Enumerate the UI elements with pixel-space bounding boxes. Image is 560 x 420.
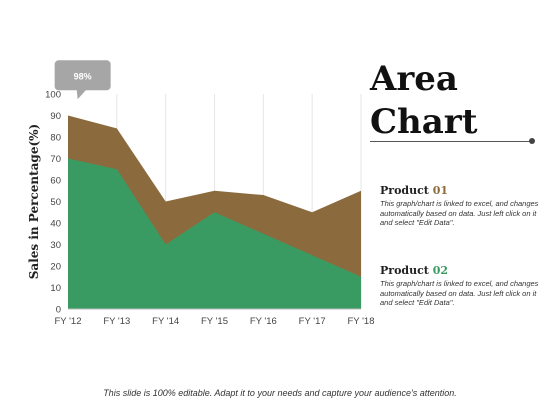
y-tick-label: 90 xyxy=(50,111,61,122)
y-tick-label: 80 xyxy=(50,133,61,144)
x-tick-label: FY '12 xyxy=(55,316,82,327)
legend-product-01-description: This graph/chart is linked to excel, and… xyxy=(380,199,539,227)
x-tick-label: FY '18 xyxy=(348,316,375,327)
legend-product-02-description: This graph/chart is linked to excel, and… xyxy=(380,279,539,307)
legend-product-01-number: 01 xyxy=(432,184,449,197)
legend-product-01: Product 01 This graph/chart is linked to… xyxy=(380,184,540,228)
y-tick-label: 70 xyxy=(50,154,61,165)
legend-product-02-number: 02 xyxy=(432,264,449,277)
y-tick-label: 40 xyxy=(50,219,61,230)
x-tick-label: FY '17 xyxy=(299,316,326,327)
legend-product-02-heading: Product 02 xyxy=(380,264,540,277)
title-underline xyxy=(370,141,530,142)
legend-product-01-word: Product xyxy=(380,184,429,197)
legend-product-02: Product 02 This graph/chart is linked to… xyxy=(380,264,540,308)
y-tick-label: 0 xyxy=(56,305,61,316)
chart-title: Area Chart xyxy=(370,58,540,144)
y-tick-label: 50 xyxy=(50,197,61,208)
legend-product-01-heading: Product 01 xyxy=(380,184,540,197)
footer-note: This slide is 100% editable. Adapt it to… xyxy=(103,388,457,398)
x-tick-label: FY '14 xyxy=(152,316,179,327)
y-tick-label: 100 xyxy=(45,90,61,101)
y-axis-label: Sales in Percentage(%) xyxy=(27,124,41,279)
y-tick-label: 30 xyxy=(50,240,61,251)
y-tick-label: 20 xyxy=(50,262,61,273)
callout-box xyxy=(54,60,111,91)
area-series-2 xyxy=(68,158,361,309)
y-tick-label: 60 xyxy=(50,176,61,187)
callout-pointer xyxy=(76,89,87,100)
x-tick-label: FY '13 xyxy=(103,316,130,327)
x-tick-label: FY '15 xyxy=(201,316,228,327)
callout-label: 98% xyxy=(74,71,92,81)
title-underline-dot xyxy=(529,138,535,144)
legend-product-02-word: Product xyxy=(380,264,429,277)
chart-title-line-1: Area xyxy=(370,59,458,99)
y-tick-label: 10 xyxy=(50,283,61,294)
chart-title-line-2: Chart xyxy=(370,102,478,142)
x-tick-label: FY '16 xyxy=(250,316,277,327)
